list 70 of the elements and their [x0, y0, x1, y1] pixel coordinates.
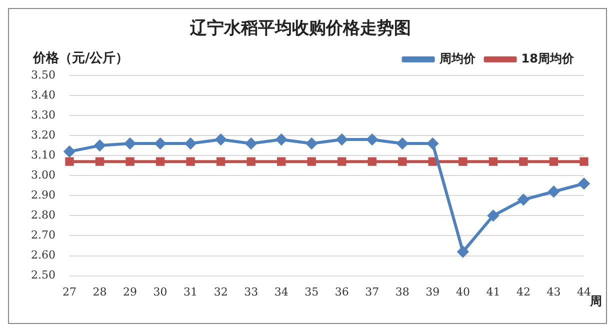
legend-label: 18周均价	[521, 52, 575, 66]
x-tick-label: 35	[304, 285, 319, 298]
x-tick-label: 36	[334, 285, 349, 298]
point	[519, 157, 528, 166]
point	[518, 194, 529, 206]
point	[457, 246, 468, 258]
x-tick-label: 38	[395, 285, 410, 298]
point	[366, 134, 378, 146]
legend-label: 周均价	[438, 52, 476, 66]
y-tick-label: 3.00	[30, 168, 56, 182]
point	[64, 146, 75, 158]
y-tick-label: 3.50	[30, 68, 56, 82]
point	[95, 157, 104, 166]
point	[458, 157, 468, 166]
x-tick-label: 28	[92, 285, 107, 298]
point	[216, 157, 226, 166]
point	[580, 157, 588, 166]
y-tick-label: 2.90	[30, 188, 56, 202]
x-tick-label: 31	[184, 285, 198, 298]
point	[307, 157, 316, 166]
x-tick-label: 33	[244, 285, 258, 298]
point	[154, 138, 166, 150]
x-tick-label: 32	[214, 285, 228, 298]
point	[277, 157, 286, 166]
point	[578, 178, 590, 190]
y-tick-label: 3.40	[30, 88, 56, 102]
x-tick-label: 40	[456, 285, 470, 298]
point	[428, 157, 438, 166]
point	[488, 157, 498, 166]
point	[396, 138, 408, 150]
x-axis-title: 周	[590, 294, 602, 310]
point	[246, 157, 256, 166]
point	[427, 138, 438, 150]
y-tick-label: 2.80	[30, 208, 56, 222]
x-tick-label: 30	[153, 285, 168, 298]
point	[126, 157, 134, 166]
x-tick-label: 41	[486, 285, 500, 298]
point	[368, 157, 376, 166]
point	[246, 138, 257, 150]
y-axis-title: 价格（元/公斤）	[33, 50, 129, 67]
point	[215, 134, 226, 146]
point	[398, 157, 407, 166]
point	[488, 210, 499, 222]
point	[549, 157, 558, 166]
point	[336, 134, 348, 146]
y-tick-label: 2.50	[30, 268, 56, 282]
point	[94, 140, 106, 152]
x-tick-label: 43	[546, 285, 561, 298]
point	[548, 186, 560, 198]
point	[306, 138, 318, 150]
x-tick-label: 29	[123, 285, 138, 298]
y-tick-label: 2.60	[30, 248, 56, 262]
y-tick-label: 3.10	[30, 148, 56, 162]
y-tick-label: 2.70	[30, 228, 56, 242]
point	[185, 138, 196, 150]
point	[276, 134, 287, 146]
y-tick-label: 3.30	[30, 108, 56, 122]
x-tick-label: 37	[365, 285, 380, 298]
point	[186, 157, 195, 166]
y-tick-label: 3.20	[30, 128, 56, 142]
x-tick-label: 44	[577, 285, 591, 298]
x-tick-label: 42	[516, 285, 530, 298]
point	[65, 157, 74, 166]
x-tick-label: 34	[274, 285, 288, 298]
x-tick-label: 27	[62, 285, 76, 298]
x-tick-label: 39	[426, 285, 440, 298]
point	[156, 157, 165, 166]
chart-title: 辽宁水稻平均收购价格走势图	[189, 18, 411, 39]
point	[338, 157, 346, 166]
point	[124, 138, 136, 150]
